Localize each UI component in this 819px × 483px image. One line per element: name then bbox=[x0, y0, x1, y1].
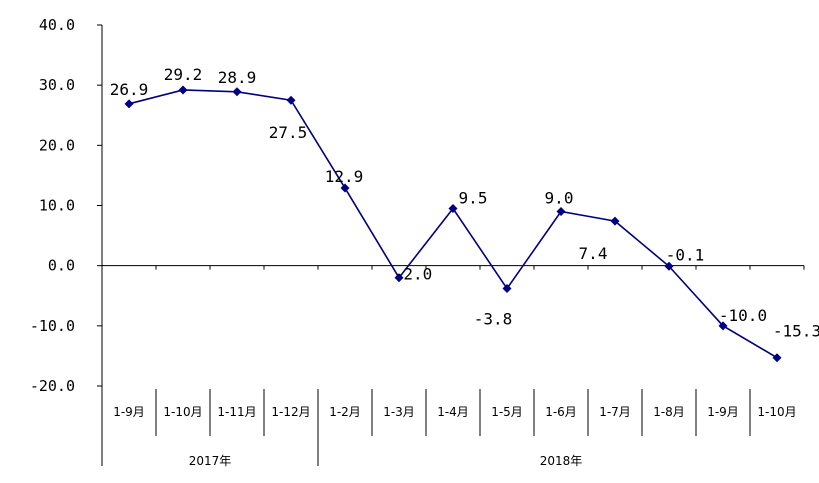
data-point-marker bbox=[772, 353, 782, 363]
category-label: 1-11月 bbox=[217, 405, 256, 419]
y-tick-label: 40.0 bbox=[39, 16, 75, 34]
data-point-marker bbox=[286, 95, 296, 105]
y-tick-label: 10.0 bbox=[39, 197, 75, 215]
data-point-marker bbox=[232, 87, 242, 97]
category-label: 1-6月 bbox=[545, 405, 577, 419]
data-label: 9.0 bbox=[545, 189, 574, 208]
data-label: 26.9 bbox=[110, 80, 149, 99]
series-line bbox=[128, 89, 778, 359]
data-label: -10.0 bbox=[719, 306, 767, 325]
data-labels: 26.9 29.2 28.9 27.5 12.9 -2.0 9.5 -3.8 9.0 7.4 -0.… bbox=[110, 65, 819, 341]
data-label: -3.8 bbox=[474, 310, 513, 329]
data-label: -0.1 bbox=[666, 245, 705, 264]
category-label: 1-8月 bbox=[653, 405, 685, 419]
data-point-marker bbox=[124, 99, 134, 109]
data-label: -15.3 bbox=[773, 322, 819, 341]
category-label: 1-3月 bbox=[383, 405, 415, 419]
category-label: 1-10月 bbox=[163, 405, 202, 419]
data-label: 28.9 bbox=[218, 68, 257, 87]
y-tick-label: 20.0 bbox=[39, 136, 75, 154]
data-point-marker bbox=[610, 216, 620, 226]
y-tick-label: -20.0 bbox=[30, 377, 75, 395]
category-label: 1-10月 bbox=[757, 405, 796, 419]
group-label: 2017年 bbox=[189, 454, 232, 468]
data-point-marker bbox=[448, 204, 458, 214]
x-axis: 1-9月 1-10月 1-11月 1-12月 1-2月 1-3月 1-4月 1-5月 1-6月 1… bbox=[102, 265, 805, 468]
category-label: 1-2月 bbox=[329, 405, 361, 419]
data-label: 29.2 bbox=[164, 65, 203, 84]
group-label: 2018年 bbox=[540, 454, 583, 468]
y-axis: -20.0 -10.0 0.0 10.0 20.0 30.0 40.0 bbox=[30, 16, 103, 466]
data-label: 7.4 bbox=[579, 244, 608, 263]
data-point-marker bbox=[340, 183, 350, 193]
y-tick-label: -10.0 bbox=[30, 317, 75, 335]
data-label: 12.9 bbox=[325, 167, 364, 186]
y-tick-label: 0.0 bbox=[48, 257, 75, 275]
series-line-group bbox=[124, 85, 782, 363]
data-point-marker bbox=[394, 273, 404, 283]
category-label: 1-7月 bbox=[599, 405, 631, 419]
data-point-marker bbox=[178, 85, 188, 95]
data-point-marker bbox=[664, 261, 674, 271]
data-point-marker bbox=[556, 207, 566, 217]
category-label: 1-12月 bbox=[271, 405, 310, 419]
category-label: 1-5月 bbox=[491, 405, 523, 419]
category-label: 1-9月 bbox=[113, 405, 145, 419]
category-label: 1-4月 bbox=[437, 405, 469, 419]
data-label: -2.0 bbox=[394, 265, 433, 284]
category-label: 1-9月 bbox=[707, 405, 739, 419]
data-label: 9.5 bbox=[459, 189, 488, 208]
y-tick-label: 30.0 bbox=[39, 76, 75, 94]
data-label: 27.5 bbox=[269, 123, 308, 142]
data-point-marker bbox=[502, 284, 512, 294]
data-point-marker bbox=[718, 321, 728, 331]
